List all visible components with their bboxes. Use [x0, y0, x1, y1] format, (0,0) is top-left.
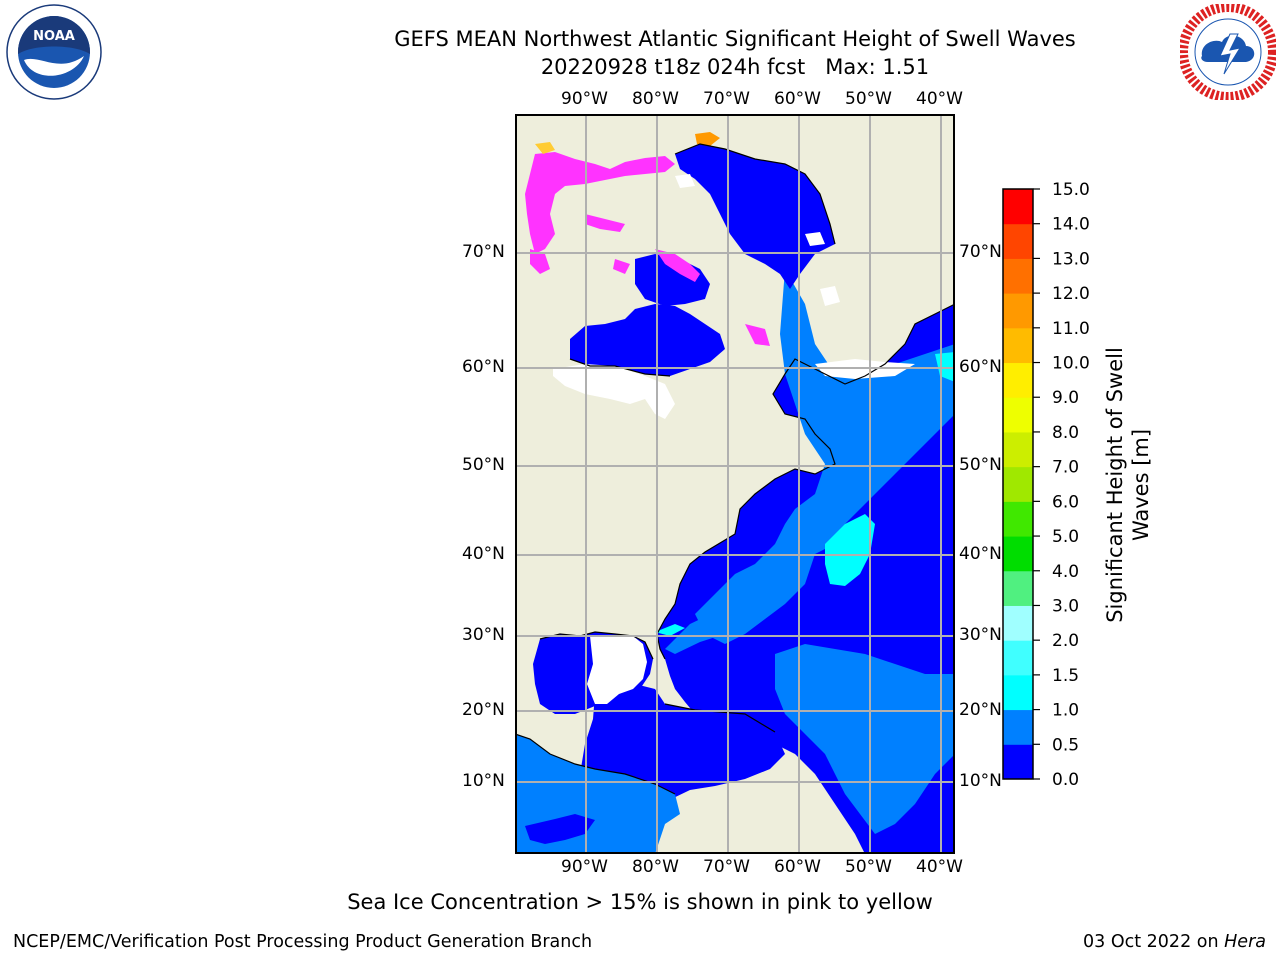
colorbar-tick-label: 1.0 [1052, 701, 1079, 721]
lat-label-right: 60°N [959, 357, 1002, 377]
host-name: Hera [1224, 932, 1266, 952]
lat-label-right: 30°N [959, 625, 1002, 645]
colorbar-tick-label: 5.0 [1052, 527, 1079, 547]
nws-logo-icon [1180, 4, 1276, 100]
swell-height-map [515, 114, 955, 854]
lat-label-left: 40°N [462, 544, 505, 564]
lon-label-bottom: 40°W [916, 857, 963, 877]
colorbar-tick-label: 0.0 [1052, 770, 1079, 790]
colorbar-frame [1002, 188, 1034, 780]
producer-credit: NCEP/EMC/Verification Post Processing Pr… [13, 932, 593, 952]
gulf-white-patch [587, 636, 647, 704]
colorbar-tick-label: 8.0 [1052, 423, 1079, 443]
lat-label-right: 40°N [959, 544, 1002, 564]
noaa-logo-icon: NOAA [6, 4, 102, 100]
colorbar-segment [1003, 605, 1033, 641]
swell-1.0-1.5-coast [655, 624, 685, 636]
white-patch-3 [820, 286, 840, 306]
lon-label-top: 80°W [632, 89, 679, 109]
map-frame [515, 114, 955, 854]
swell-0.5-1.0-north [695, 269, 955, 644]
colorbar-tick-label: 6.0 [1052, 492, 1079, 512]
colorbar-tick-label: 1.5 [1052, 666, 1079, 686]
chart-subtitle: 20220928 t18z 024h fcst Max: 1.51 [540, 55, 930, 79]
colorbar-segment [1003, 431, 1033, 468]
colorbar-segment [1003, 362, 1033, 398]
colorbar-tick-label: 0.5 [1052, 735, 1079, 755]
lon-label-bottom: 50°W [845, 857, 892, 877]
colorbar-segment [1003, 709, 1033, 745]
colorbar: 0.0 0.5 1.0 1.5 2.0 3.0 4.0 5.0 6.0 7.0 8.0 9.0 10.0… [1002, 180, 1090, 790]
colorbar-segment [1003, 744, 1033, 780]
colorbar-segment [1003, 466, 1033, 502]
lon-label-bottom: 70°W [703, 857, 750, 877]
colorbar-tick-label: 12.0 [1052, 284, 1090, 304]
lat-label-right: 20°N [959, 700, 1002, 720]
chart-title: GEFS MEAN Northwest Atlantic Significant… [394, 27, 1076, 51]
colorbar-segment [1003, 293, 1033, 329]
lat-label-left: 20°N [462, 700, 505, 720]
colorbar-label: Significant Height of Swell [1103, 347, 1127, 623]
lat-label-right: 50°N [959, 455, 1002, 475]
lat-label-left: 30°N [462, 625, 505, 645]
colorbar-segment [1003, 640, 1033, 676]
colorbar-tick-label: 11.0 [1052, 319, 1090, 339]
pacific-deep-patch [525, 814, 595, 844]
colorbar-tick-label: 3.0 [1052, 596, 1079, 616]
colorbar-segment [1003, 397, 1033, 433]
colorbar-tick-label: 7.0 [1052, 458, 1079, 478]
lat-label-right: 10°N [959, 771, 1002, 791]
colorbar-tick-label: 2.0 [1052, 631, 1079, 651]
swell-0.5-1.0-south [775, 644, 955, 834]
colorbar-segment [1003, 501, 1033, 537]
swell-0.5-1.0-coast [665, 612, 735, 654]
lon-label-top: 60°W [774, 89, 821, 109]
lon-label-bottom: 60°W [774, 857, 821, 877]
lat-label-right: 70°N [959, 242, 1002, 262]
lat-label-left: 50°N [462, 455, 505, 475]
graticule [515, 114, 955, 854]
sea-ice [525, 132, 770, 346]
lon-label-top: 90°W [561, 89, 608, 109]
lon-label-top: 50°W [845, 89, 892, 109]
lon-label-bottom: 80°W [632, 857, 679, 877]
colorbar-tick-label: 14.0 [1052, 215, 1090, 235]
swell-1.0-1.5-central [825, 514, 875, 586]
lon-label-top: 70°W [703, 89, 750, 109]
lon-label-top: 40°W [916, 89, 963, 109]
colorbar-label-units: Waves [m] [1129, 428, 1153, 542]
colorbar-tick-label: 4.0 [1052, 562, 1079, 582]
run-date: 03 Oct 2022 on Hera [1083, 932, 1266, 952]
colorbar-tick-label: 15.0 [1052, 180, 1090, 200]
colorbar-tick-label: 10.0 [1052, 354, 1090, 374]
lon-label-bottom: 90°W [561, 857, 608, 877]
hudson-bay-land [553, 364, 675, 419]
white-patch-1 [675, 174, 695, 188]
colorbar-segment [1003, 189, 1033, 225]
colorbar-segment [1003, 536, 1033, 572]
colorbar-segment [1003, 223, 1033, 259]
colorbar-tick-label: 9.0 [1052, 388, 1079, 408]
colorbar-tick-label: 13.0 [1052, 249, 1090, 269]
sea-ice-caption: Sea Ice Concentration > 15% is shown in … [347, 890, 933, 914]
white-patch-2 [805, 232, 825, 246]
noaa-logo-text: NOAA [33, 29, 75, 44]
colorbar-segment [1003, 327, 1033, 364]
colorbar-segment [1003, 674, 1033, 711]
colorbar-segment [1003, 258, 1033, 294]
lat-label-left: 10°N [462, 771, 505, 791]
colorbar-segment [1003, 570, 1033, 606]
hudson-bay [570, 304, 725, 376]
lat-label-left: 60°N [462, 357, 505, 377]
lat-label-left: 70°N [462, 242, 505, 262]
